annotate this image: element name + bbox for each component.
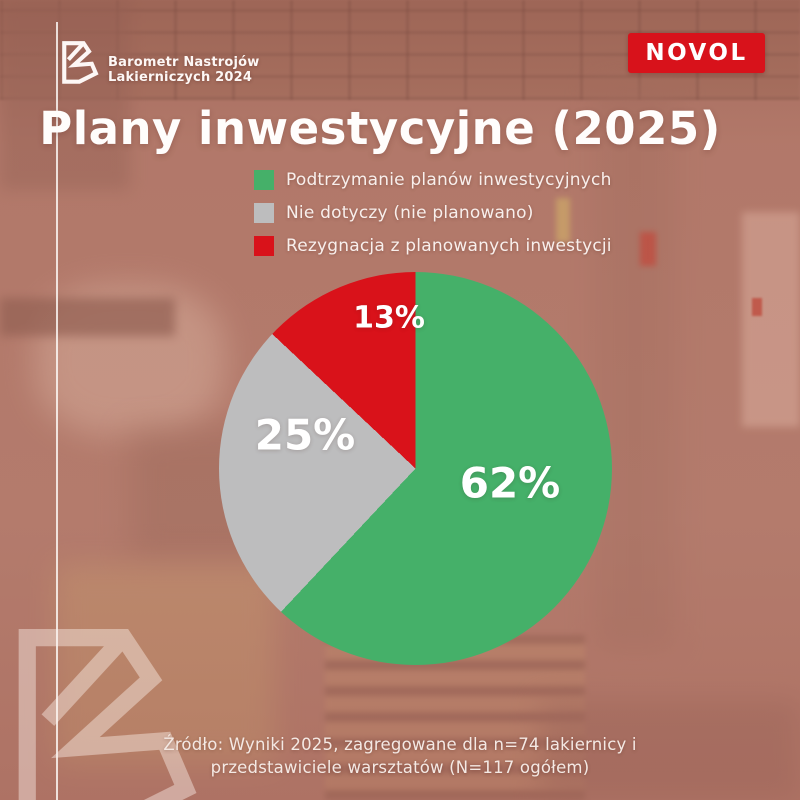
legend-label: Rezygnacja z planowanych inwestycji — [286, 236, 612, 256]
pie-label-green: 62% — [459, 458, 561, 508]
bg-floor — [540, 700, 800, 800]
bg-dark-band — [0, 298, 175, 336]
brand-name-line1: Barometr Nastrojów — [108, 55, 260, 70]
bg-shadow-topleft — [0, 0, 130, 190]
source-line2: przedstawiciele warsztatów (N=117 ogółem… — [210, 758, 590, 777]
pie-chart: 62% 25% 13% — [219, 272, 612, 665]
pie-label-red: 13% — [353, 300, 425, 336]
bg-door-handle — [752, 298, 762, 316]
divider-line — [56, 22, 58, 800]
legend-swatch-red-icon — [254, 236, 274, 256]
legend-item-gray: Nie dotyczy (nie planowano) — [254, 203, 612, 223]
page-title: Plany inwestycyjne (2025) — [39, 102, 721, 155]
novol-logo: NOVOL — [628, 33, 765, 73]
chart-legend: Podtrzymanie planów inwestycyjnych Nie d… — [254, 170, 612, 256]
source-line1: Źródło: Wyniki 2025, zagregowane dla n=7… — [163, 735, 637, 754]
legend-swatch-gray-icon — [254, 203, 274, 223]
pie-label-gray: 25% — [254, 410, 356, 460]
legend-label: Nie dotyczy (nie planowano) — [286, 203, 534, 223]
barometr-logo-icon — [62, 41, 99, 84]
watermark-logo-icon — [18, 629, 197, 800]
legend-item-green: Podtrzymanie planów inwestycyjnych — [254, 170, 612, 190]
novol-logo-text: NOVOL — [645, 40, 748, 66]
legend-item-red: Rezygnacja z planowanych inwestycji — [254, 236, 612, 256]
legend-label: Podtrzymanie planów inwestycyjnych — [286, 170, 612, 190]
bg-door — [742, 212, 800, 427]
bg-yellow-detail — [556, 198, 570, 242]
bg-crates — [55, 565, 275, 765]
source-note: Źródło: Wyniki 2025, zagregowane dla n=7… — [0, 733, 800, 779]
bg-extinguisher — [640, 232, 656, 266]
brand-name-line2: Lakierniczych 2024 — [108, 69, 253, 85]
brand-name: Barometr Nastrojów Lakierniczych 2024 — [108, 55, 260, 85]
legend-swatch-green-icon — [254, 170, 274, 190]
bg-column — [595, 80, 675, 650]
